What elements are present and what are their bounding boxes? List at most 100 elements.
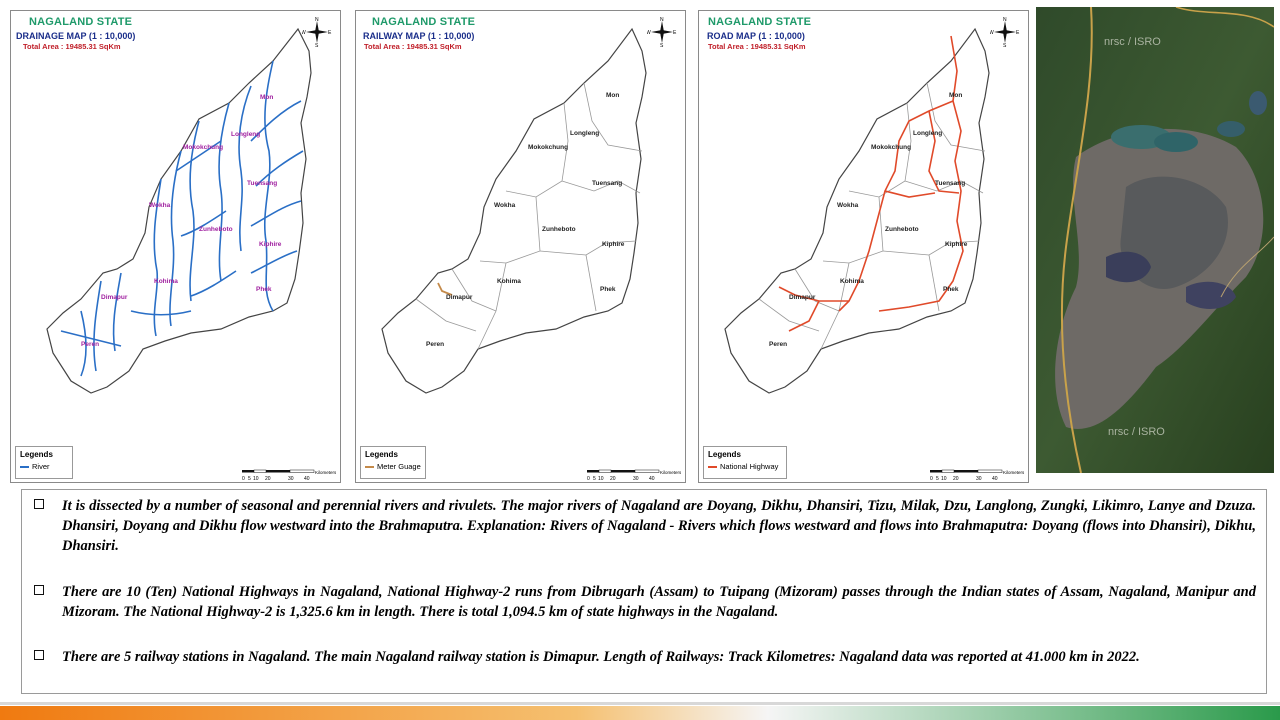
district-label-dimapur: Dimapur (789, 294, 816, 301)
bullet-text: There are 5 railway stations in Nagaland… (62, 649, 1140, 665)
svg-text:S: S (315, 43, 319, 47)
legend-title: Legends (20, 450, 53, 459)
panel-subtitle: DRAINAGE MAP (1 : 10,000) (16, 31, 136, 41)
satellite-image-art: nrsc / ISRO nrsc / ISRO (1036, 7, 1274, 473)
state-outline (46, 27, 312, 394)
scale-bar: 0 5 10 20 30 40 Kilometers (930, 469, 1024, 482)
highway-network (778, 35, 964, 332)
legend-item: National Highway (720, 462, 779, 471)
legend-item: Meter Guage (377, 462, 421, 471)
district-labels: Mon Longleng Mokokchung Tuensang Wokha Z… (769, 92, 968, 348)
legend: Legends River (15, 446, 73, 479)
district-label-mon: Mon (949, 92, 962, 99)
svg-text:E: E (673, 30, 677, 36)
bullet-highways: There are 10 (Ten) National Highways in … (34, 582, 1256, 622)
panel-title: NAGALAND STATE (708, 16, 812, 28)
bullet-rivers: It is dissected by a number of seasonal … (34, 496, 1256, 556)
svg-text:0: 0 (242, 476, 245, 482)
legend-title: Legends (365, 450, 398, 459)
svg-text:40: 40 (649, 476, 655, 482)
svg-text:20: 20 (265, 476, 271, 482)
district-label-mokokchung: Mokokchung (183, 144, 223, 151)
district-label-mokokchung: Mokokchung (871, 144, 911, 151)
road-map-panel: Mon Longleng Mokokchung Tuensang Wokha Z… (698, 10, 1029, 483)
district-label-longleng: Longleng (913, 130, 942, 137)
svg-text:20: 20 (953, 476, 959, 482)
svg-text:0: 0 (930, 476, 933, 482)
watermark-top: nrsc / ISRO (1104, 36, 1161, 48)
district-label-kohima: Kohima (154, 278, 178, 285)
svg-text:10: 10 (941, 476, 947, 482)
district-label-kiphire: Kiphire (602, 241, 625, 248)
district-label-longleng: Longleng (570, 130, 599, 137)
district-label-tuensang: Tuensang (935, 180, 965, 187)
district-label-zunheboto: Zunheboto (199, 226, 233, 233)
description-box: It is dissected by a number of seasonal … (21, 489, 1267, 694)
svg-text:W: W (990, 30, 994, 36)
svg-text:Kilometers: Kilometers (660, 470, 681, 475)
district-label-mon: Mon (260, 94, 273, 101)
svg-text:5: 5 (936, 476, 939, 482)
svg-text:30: 30 (633, 476, 639, 482)
state-outline (381, 27, 647, 394)
satellite-image: nrsc / ISRO nrsc / ISRO (1036, 7, 1274, 473)
road-map: Mon Longleng Mokokchung Tuensang Wokha Z… (724, 27, 990, 394)
panel-area: Total Area : 19485.31 SqKm (708, 42, 806, 51)
svg-text:S: S (660, 43, 664, 47)
district-label-kohima: Kohima (497, 278, 521, 285)
panel-area: Total Area : 19485.31 SqKm (23, 42, 121, 51)
svg-text:5: 5 (593, 476, 596, 482)
svg-text:S: S (1003, 43, 1007, 47)
railway-legend-swatch (365, 465, 374, 468)
panel-title: NAGALAND STATE (372, 16, 476, 28)
svg-text:N: N (315, 17, 319, 23)
district-label-dimapur: Dimapur (101, 294, 128, 301)
bullet-text: It is dissected by a number of seasonal … (62, 498, 1256, 554)
scale-bar: 0 5 10 20 30 40 Kilometers (587, 469, 681, 482)
svg-text:40: 40 (992, 476, 998, 482)
district-label-kiphire: Kiphire (259, 241, 282, 248)
svg-text:40: 40 (304, 476, 310, 482)
district-label-kohima: Kohima (840, 278, 864, 285)
svg-text:Kilometers: Kilometers (315, 470, 336, 475)
svg-text:10: 10 (253, 476, 259, 482)
district-label-peren: Peren (426, 341, 444, 348)
svg-text:20: 20 (610, 476, 616, 482)
svg-text:E: E (328, 30, 332, 36)
district-label-zunheboto: Zunheboto (885, 226, 919, 233)
svg-text:Kilometers: Kilometers (1003, 470, 1024, 475)
footer-stripe (0, 702, 1280, 720)
bullet-railways: There are 5 railway stations in Nagaland… (34, 647, 1256, 667)
district-label-mon: Mon (606, 92, 619, 99)
bullet-text: There are 10 (Ten) National Highways in … (62, 584, 1256, 620)
district-label-phek: Phek (943, 286, 959, 293)
district-label-wokha: Wokha (494, 202, 516, 209)
svg-text:30: 30 (976, 476, 982, 482)
district-label-longleng: Longleng (231, 131, 260, 138)
svg-text:10: 10 (598, 476, 604, 482)
panel-area: Total Area : 19485.31 SqKm (364, 42, 462, 51)
panel-subtitle: ROAD MAP (1 : 10,000) (707, 31, 805, 41)
svg-text:W: W (302, 30, 306, 36)
district-label-kiphire: Kiphire (945, 241, 968, 248)
svg-text:E: E (1016, 30, 1020, 36)
district-label-phek: Phek (256, 286, 272, 293)
district-label-phek: Phek (600, 286, 616, 293)
district-label-wokha: Wokha (837, 202, 859, 209)
scale-bar: 0 5 10 20 30 40 Kilometers (242, 469, 336, 482)
river-network (60, 60, 304, 377)
drainage-map-panel: Mon Longleng Mokokchung Tuensang Wokha Z… (10, 10, 341, 483)
district-labels: Mon Longleng Mokokchung Tuensang Wokha Z… (426, 92, 625, 348)
district-label-peren: Peren (769, 341, 787, 348)
legend-title: Legends (708, 450, 741, 459)
legend-item: River (32, 462, 50, 471)
state-outline (724, 27, 990, 394)
compass-icon: N S E W (647, 17, 677, 47)
checkbox-bullet-icon (34, 585, 44, 595)
railway-map: Mon Longleng Mokokchung Tuensang Wokha Z… (381, 27, 647, 394)
checkbox-bullet-icon (34, 650, 44, 660)
watermark-bottom: nrsc / ISRO (1108, 426, 1165, 438)
district-labels: Mon Longleng Mokokchung Tuensang Wokha Z… (81, 94, 282, 348)
district-boundaries (415, 82, 643, 350)
district-label-peren: Peren (81, 341, 99, 348)
